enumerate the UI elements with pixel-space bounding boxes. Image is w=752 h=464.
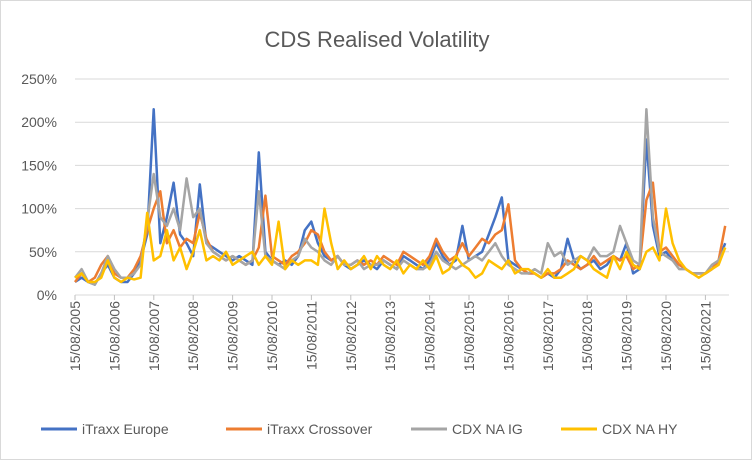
legend-item: CDX NA IG — [411, 421, 523, 437]
series-line-itraxx-crossover — [74, 181, 727, 284]
x-tick-label: 15/08/2018 — [579, 301, 595, 371]
x-tick-label: 15/08/2013 — [382, 301, 398, 371]
legend-item: CDX NA HY — [561, 421, 678, 437]
y-tick-label: 100% — [21, 201, 57, 217]
legend-label: CDX NA IG — [452, 421, 523, 437]
x-tick-label: 15/08/2015 — [461, 301, 477, 371]
series-line-cdx-na-hy — [74, 207, 727, 284]
x-tick-label: 15/08/2008 — [185, 301, 201, 371]
x-tick-label: 15/08/2011 — [303, 301, 319, 370]
y-tick-label: 0% — [37, 287, 57, 303]
chart-title: CDS Realised Volatility — [265, 27, 490, 52]
legend-item: iTraxx Europe — [41, 421, 169, 437]
x-tick-label: 15/08/2012 — [343, 301, 359, 371]
x-tick-label: 15/08/2021 — [697, 301, 713, 371]
x-tick-label: 15/08/2010 — [264, 301, 280, 371]
y-tick-label: 200% — [21, 114, 57, 130]
legend-label: CDX NA HY — [602, 421, 678, 437]
legend-label: iTraxx Europe — [82, 421, 169, 437]
x-tick-label: 15/08/2006 — [106, 301, 122, 371]
x-tick-label: 15/08/2020 — [658, 301, 674, 371]
x-tick-label: 15/08/2019 — [619, 301, 635, 371]
legend-item: iTraxx Crossover — [226, 421, 373, 437]
y-tick-label: 250% — [21, 71, 57, 87]
x-tick-label: 15/08/2016 — [500, 301, 516, 371]
x-tick-label: 15/08/2005 — [67, 301, 83, 371]
y-tick-label: 150% — [21, 157, 57, 173]
x-tick-label: 15/08/2014 — [422, 301, 438, 371]
legend-label: iTraxx Crossover — [267, 421, 373, 437]
y-tick-label: 50% — [29, 244, 57, 260]
x-tick-label: 15/08/2007 — [146, 301, 162, 371]
x-tick-label: 15/08/2009 — [225, 301, 241, 371]
x-tick-label: 15/08/2017 — [540, 301, 556, 371]
